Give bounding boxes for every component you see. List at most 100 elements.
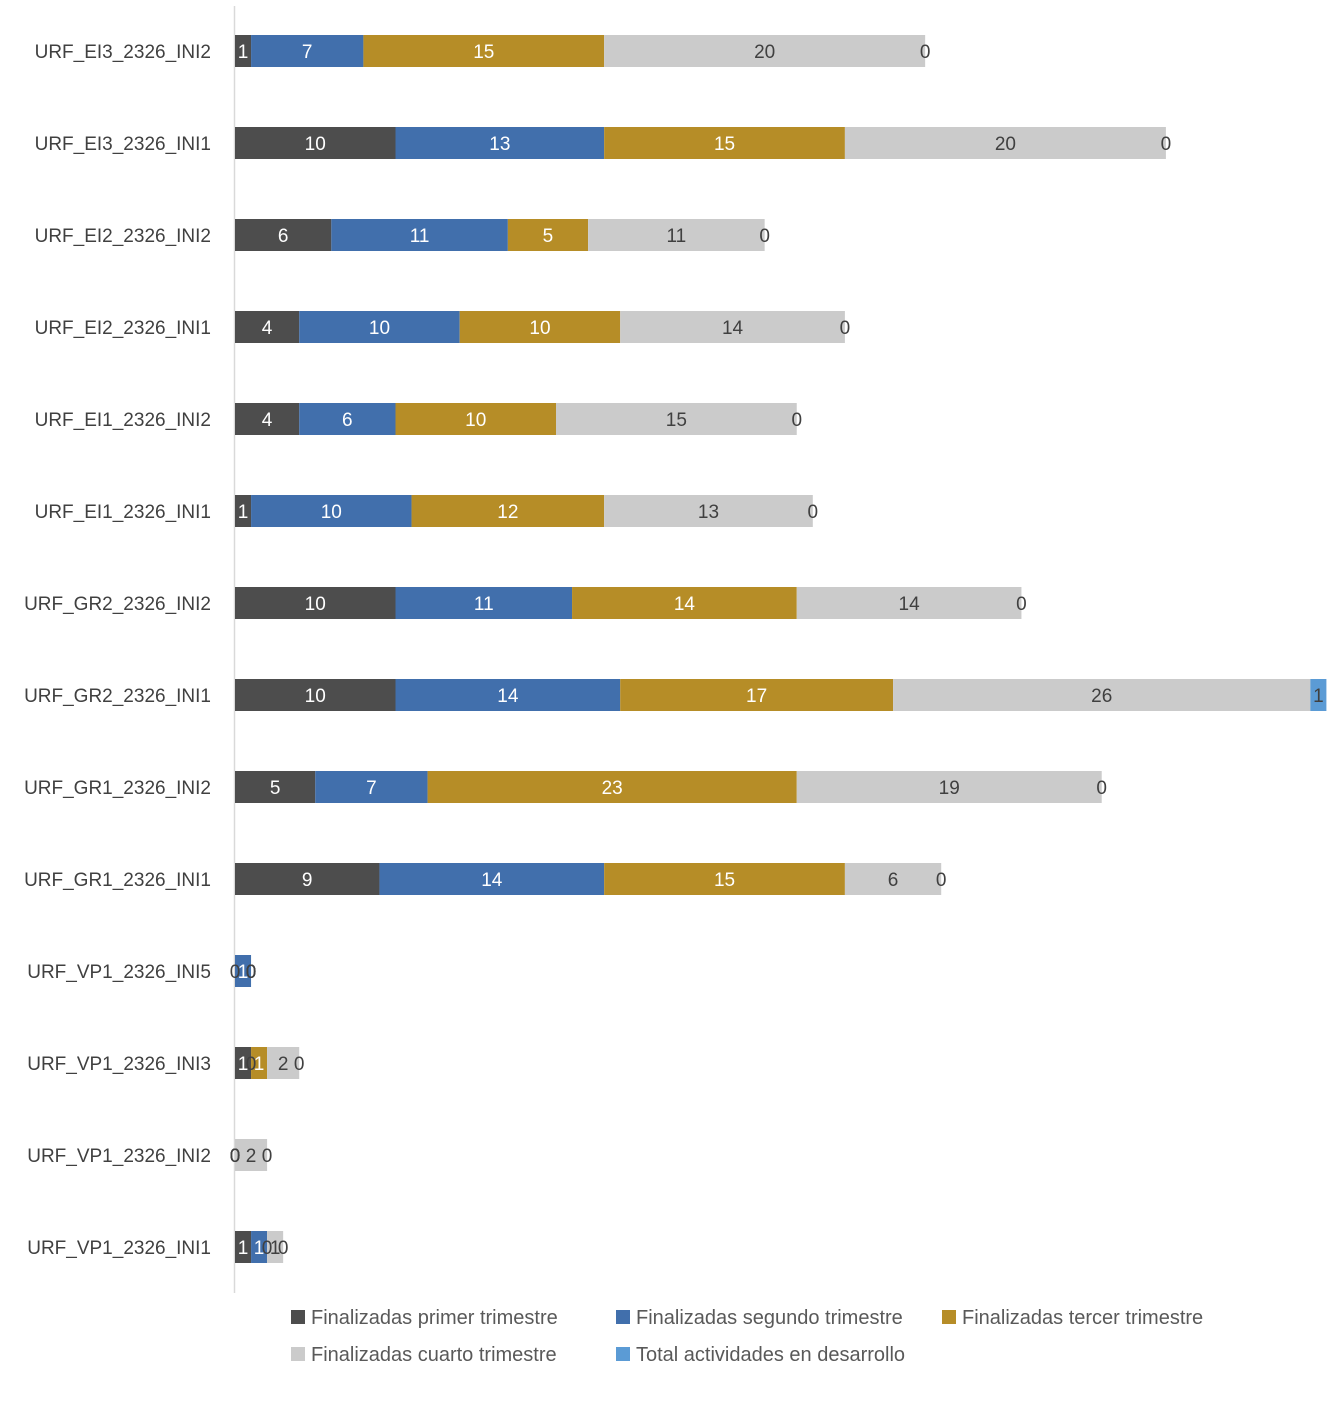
bar-segment — [235, 127, 396, 159]
bar-segment — [235, 955, 252, 987]
bar-segment — [235, 771, 316, 803]
category-label: URF_EI1_2326_INI2 — [35, 410, 211, 431]
category-labels: URF_EI3_2326_INI2 URF_EI3_2326_INI1 URF_EI… — [24, 42, 211, 1259]
bar-segment — [844, 127, 1166, 159]
category-label: URF_GR1_2326_INI1 — [24, 870, 211, 891]
data-label: 13 — [489, 134, 510, 155]
legend-swatch — [291, 1347, 305, 1361]
data-label: 0 — [936, 870, 947, 891]
data-label: 0 — [262, 1146, 273, 1167]
legend-label: Finalizadas cuarto trimestre — [311, 1344, 557, 1366]
data-label: 6 — [888, 870, 899, 891]
data-label: 14 — [481, 870, 503, 891]
data-label: 1 — [238, 502, 249, 523]
bar-segment — [427, 771, 797, 803]
data-label: 19 — [939, 778, 960, 799]
data-label: 6 — [342, 410, 353, 431]
data-label: 15 — [473, 42, 494, 63]
category-label: URF_VP1_2326_INI3 — [27, 1054, 211, 1075]
data-label: 9 — [302, 870, 313, 891]
data-label: 0 — [1016, 594, 1027, 615]
data-label: 0 — [840, 318, 851, 339]
bar-segment — [315, 771, 428, 803]
data-label: 15 — [666, 410, 687, 431]
data-label: 11 — [474, 594, 494, 615]
legend-item: Finalizadas cuarto trimestre — [291, 1344, 557, 1366]
category-label: URF_EI1_2326_INI1 — [35, 502, 211, 523]
legend-swatch — [616, 1347, 630, 1361]
data-label: 4 — [262, 410, 273, 431]
category-label: URF_GR2_2326_INI1 — [24, 686, 211, 707]
bar-segment — [251, 35, 364, 67]
data-label: 6 — [278, 226, 289, 247]
data-label: 14 — [674, 594, 696, 615]
data-label: 0 — [278, 1238, 289, 1259]
category-label: URF_VP1_2326_INI5 — [27, 962, 211, 983]
data-label: 0 — [230, 962, 241, 983]
data-label: 0 — [791, 410, 802, 431]
bar-segment — [235, 311, 300, 343]
legend: Finalizadas primer trimestre Finalizadas … — [291, 1307, 1203, 1366]
bar-segment — [235, 1047, 252, 1079]
legend-label: Total actividades en desarrollo — [636, 1344, 905, 1366]
data-label: 10 — [305, 594, 326, 615]
bar-segment — [411, 495, 605, 527]
bar-segment — [459, 311, 621, 343]
bar-segment — [363, 35, 605, 67]
bar-segment — [235, 587, 396, 619]
legend-item: Total actividades en desarrollo — [616, 1344, 905, 1366]
category-label: URF_VP1_2326_INI1 — [27, 1238, 211, 1259]
legend-label: Finalizadas primer trimestre — [311, 1307, 558, 1329]
data-label: 2 — [278, 1054, 289, 1075]
data-label: 23 — [602, 778, 623, 799]
data-label: 2 — [246, 1146, 257, 1167]
bar-segment — [235, 219, 332, 251]
legend-label: Finalizadas tercer trimestre — [962, 1307, 1203, 1329]
legend-swatch — [942, 1310, 956, 1324]
bar-segment — [235, 35, 252, 67]
data-label: 0 — [246, 1054, 257, 1075]
category-label: URF_VP1_2326_INI2 — [27, 1146, 211, 1167]
data-label: 4 — [262, 318, 273, 339]
data-label: 26 — [1091, 686, 1112, 707]
bar-segment — [379, 863, 605, 895]
bar-segment — [796, 587, 1022, 619]
data-label: 1 — [254, 1054, 265, 1075]
data-label: 20 — [754, 42, 775, 63]
bar-segment — [1310, 679, 1327, 711]
data-label: 0 — [246, 962, 257, 983]
legend-swatch — [616, 1310, 630, 1324]
data-label: 20 — [995, 134, 1016, 155]
bar-segment — [251, 495, 412, 527]
bar-segment — [299, 403, 396, 435]
legend-label: Finalizadas segundo trimestre — [636, 1307, 903, 1329]
legend-swatch — [291, 1310, 305, 1324]
data-label: 12 — [497, 502, 518, 523]
data-label: 10 — [369, 318, 390, 339]
bar-segment — [556, 403, 797, 435]
data-label: 1 — [238, 962, 249, 983]
data-label: 0 — [262, 1238, 273, 1259]
data-label: 7 — [366, 778, 377, 799]
data-label: 0 — [294, 1054, 305, 1075]
bar-segment — [235, 1139, 268, 1171]
data-label: 1 — [254, 1238, 265, 1259]
data-label: 1 — [1313, 686, 1324, 707]
bar-segment — [235, 863, 380, 895]
bar-segment — [604, 863, 845, 895]
data-label: 0 — [230, 1146, 241, 1167]
bar-segment — [267, 1047, 300, 1079]
data-label: 1 — [238, 42, 249, 63]
data-labels: 1 7 15 20 010 13 15 20 06 11 5 11 04 10 10 14 04 6 10 15 01 1… — [230, 42, 1324, 1259]
data-label: 5 — [270, 778, 281, 799]
bar-segment — [604, 35, 926, 67]
bar-segment — [235, 679, 396, 711]
data-label: 1 — [238, 1054, 249, 1075]
legend-item: Finalizadas segundo trimestre — [616, 1307, 903, 1329]
data-label: 13 — [698, 502, 719, 523]
bar-segment — [604, 495, 813, 527]
data-label: 0 — [808, 502, 819, 523]
data-label: 1 — [238, 1238, 249, 1259]
bar-segment — [620, 311, 845, 343]
